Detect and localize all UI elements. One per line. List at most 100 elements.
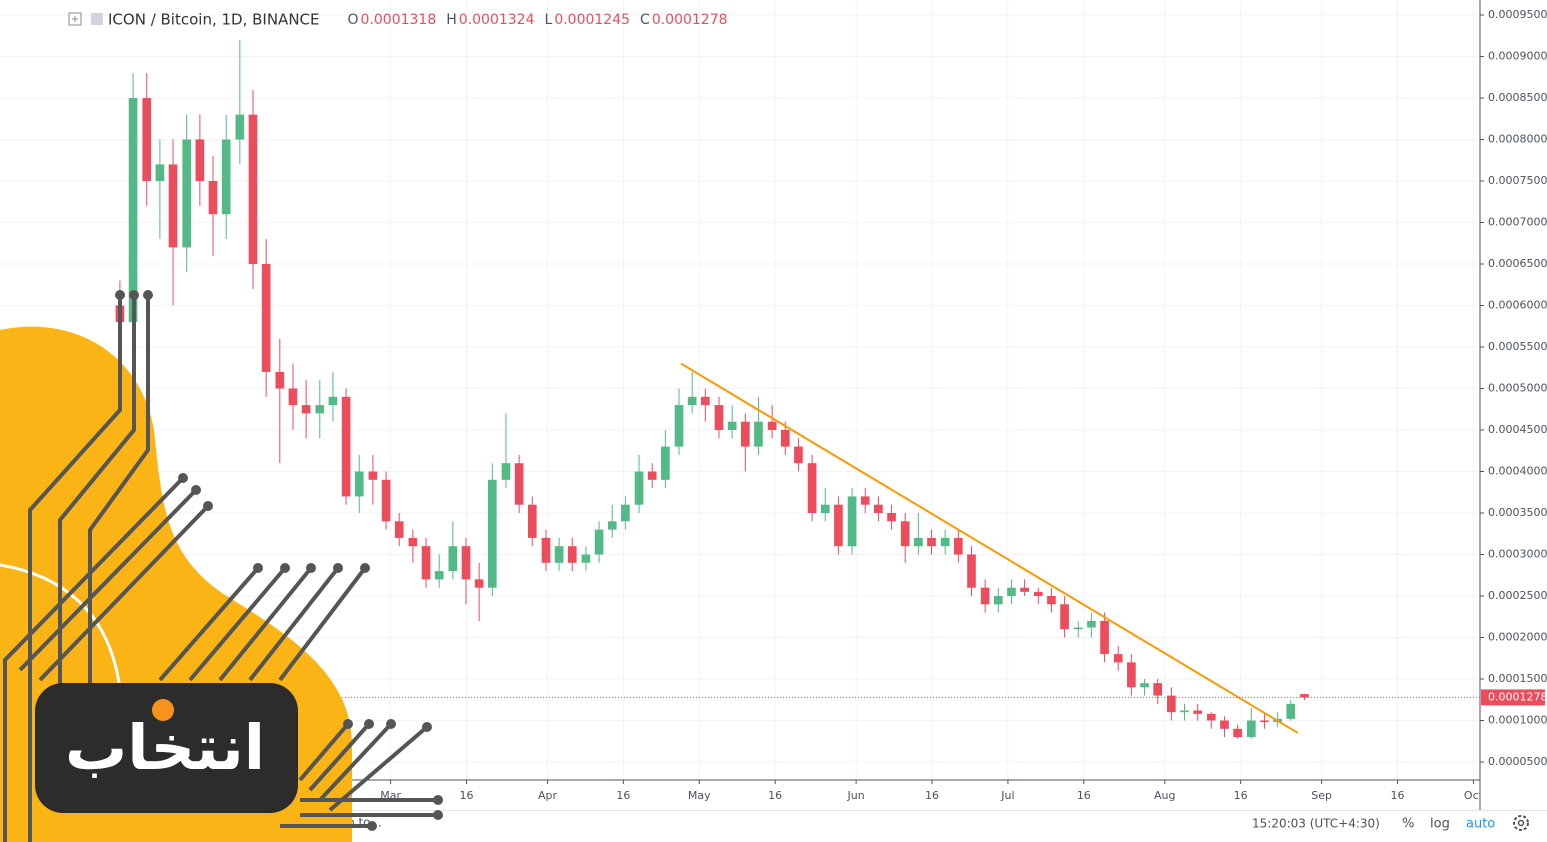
percent-button[interactable]: % [1402, 817, 1414, 832]
candle-body [794, 446, 803, 464]
ohlc-value: 0.0001278 [652, 12, 728, 28]
candle-body [128, 98, 138, 323]
y-tick-label: 0.0007000 [1488, 216, 1547, 229]
y-tick-label: 0.0003000 [1488, 547, 1547, 560]
candle-body [1073, 627, 1083, 630]
candle-body [993, 595, 1003, 605]
x-tick-label: 16 [1391, 789, 1405, 802]
candle-body [980, 587, 990, 605]
candle-body [1047, 595, 1056, 605]
candle-body [248, 114, 258, 265]
candle-body [1193, 710, 1202, 714]
settings-button[interactable] [1513, 815, 1529, 831]
candle-body [754, 421, 763, 447]
candle-body [381, 479, 391, 522]
candle-body [182, 139, 192, 248]
candle-body [461, 546, 471, 580]
candle-body [394, 521, 404, 538]
y-tick-label: 0.0008000 [1488, 133, 1547, 146]
x-tick-label: Jul [1000, 789, 1014, 802]
candle-body [368, 471, 378, 480]
candle-body [834, 504, 843, 547]
candle-body [1060, 604, 1069, 630]
ohlc-letter: L [545, 12, 553, 28]
y-tick-label: 0.0001500 [1488, 672, 1547, 685]
candle-body [607, 521, 617, 530]
x-tick-label: 16 [768, 789, 782, 802]
settings-icon-core [1517, 819, 1525, 827]
x-tick-label: 16 [460, 789, 474, 802]
candle-body [780, 430, 790, 447]
candle-body [1113, 654, 1123, 663]
candle-body [168, 164, 178, 248]
candle-body [315, 405, 325, 414]
candle-body [1286, 703, 1296, 719]
x-tick-label: Jun [847, 789, 865, 802]
candle-body [554, 546, 564, 563]
candle-body [1140, 683, 1149, 688]
x-tick-label: 16 [616, 789, 630, 802]
candle-body [208, 181, 218, 215]
x-tick-label: Apr [538, 789, 558, 802]
symbol-title: ICON / Bitcoin, 1D, BINANCE [108, 11, 320, 29]
last-price-label: 0.0001278 [1488, 690, 1547, 703]
ohlc-value: 0.0001245 [554, 12, 630, 28]
y-tick-label: 0.0000500 [1488, 755, 1547, 768]
y-tick-label: 0.0002000 [1488, 630, 1547, 643]
candle-body [1246, 720, 1256, 738]
ohlc-values: O 0.0001318 H 0.0001324 L 0.0001245 C 0.0001278 [348, 12, 728, 28]
candle-body [514, 463, 524, 505]
candle-body [820, 504, 830, 514]
logo-box [35, 683, 298, 813]
candle-body [341, 396, 351, 497]
candle-body [900, 521, 910, 547]
plot-area [0, 39, 1480, 739]
symbol-icon[interactable] [91, 13, 103, 25]
y-tick-label: 0.0009500 [1488, 8, 1547, 21]
candle-body [634, 471, 644, 505]
candle-body [527, 504, 537, 538]
x-tick-label: Sep [1311, 789, 1332, 802]
candle-body [408, 537, 418, 547]
ohlc-value: 0.0001324 [459, 12, 535, 28]
candle-body [701, 396, 710, 406]
last-price-box [1481, 689, 1545, 706]
trend-line [680, 362, 1299, 734]
y-tick-label: 0.0004500 [1488, 423, 1547, 436]
candle-body [1007, 587, 1016, 596]
price-axis: 0.0000500 0.0001000 0.0001500 0.0002000 0.00… [1480, 8, 1547, 768]
ohlc-letter: O [348, 12, 359, 28]
y-tick-label: 0.0005000 [1488, 382, 1547, 395]
auto-button[interactable]: auto [1466, 817, 1495, 832]
logo-text: انتخاب [65, 711, 265, 784]
candle-body [1153, 683, 1163, 696]
legend-header: ICON / Bitcoin, 1D, BINANCE O 0.0001318 H 0… [68, 11, 728, 29]
y-tick-label: 0.0007500 [1488, 174, 1547, 187]
candle-body [1167, 695, 1176, 713]
candle-body [1233, 728, 1242, 738]
bitcoin-icon [152, 699, 174, 721]
candle-body [740, 421, 750, 447]
candle-body [1300, 694, 1309, 698]
candle-body [1087, 620, 1096, 628]
candle-body [647, 471, 657, 480]
x-tick-label: Aug [1154, 789, 1175, 802]
candle-body [914, 537, 923, 547]
y-tick-label: 0.0009000 [1488, 50, 1547, 63]
ohlc-letter: H [446, 12, 457, 28]
candle-body [807, 463, 817, 514]
candle-body [195, 139, 205, 182]
x-tick-label: Oct [1464, 789, 1484, 802]
candle-body [674, 405, 684, 447]
candle-body [1220, 720, 1229, 729]
log-button[interactable]: log [1430, 817, 1450, 832]
candle-body [1180, 710, 1189, 713]
y-tick-label: 0.0005500 [1488, 340, 1547, 353]
candle-body [860, 496, 870, 505]
candle-body [567, 546, 577, 563]
candle-body [421, 546, 431, 580]
x-tick-label: May [688, 789, 711, 802]
collapse-icon[interactable] [68, 12, 82, 26]
